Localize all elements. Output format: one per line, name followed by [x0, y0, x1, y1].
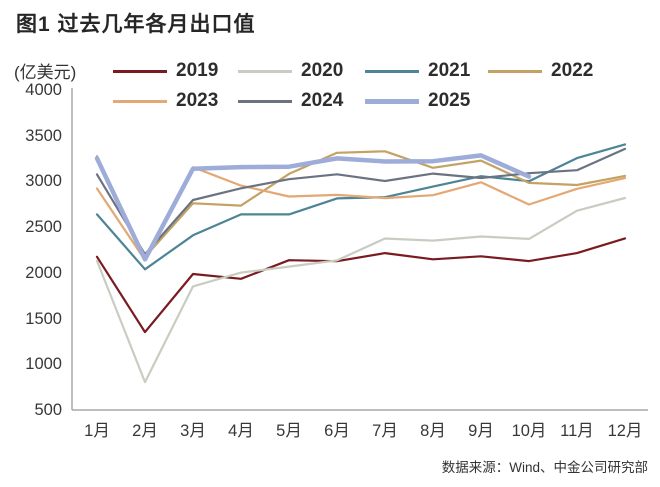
figure-title: 图1 过去几年各月出口值 — [16, 13, 256, 36]
series-line-2022 — [95, 150, 627, 258]
legend-item-2024: 2024 — [238, 89, 343, 113]
x-tick-label-5: 5月 — [276, 422, 302, 440]
legend-swatch-2022 — [488, 69, 542, 73]
legend-label-2025: 2025 — [428, 90, 471, 111]
data-source-note: 数据来源：Wind、中金公司研究部 — [441, 460, 648, 475]
series-line-2021 — [95, 143, 627, 271]
x-tick-label-11: 11月 — [560, 422, 594, 440]
legend-label-2022: 2022 — [551, 60, 594, 81]
legend-label-2020: 2020 — [301, 60, 344, 81]
x-tick-label-7: 7月 — [372, 422, 398, 440]
legend-item-2025: 2025 — [365, 89, 470, 113]
x-tick-label-9: 9月 — [468, 422, 494, 440]
y-tick-label-1500: 1500 — [25, 310, 62, 328]
x-tick-label-8: 8月 — [420, 422, 446, 440]
y-tick-label-3500: 3500 — [25, 127, 62, 145]
x-tick-label-1: 1月 — [84, 422, 110, 440]
series-line-2020 — [95, 196, 627, 384]
legend-item-2022: 2022 — [488, 59, 593, 83]
series-line-2024 — [95, 147, 627, 256]
legend-swatch-2025 — [365, 98, 419, 104]
x-tick-label-12: 12月 — [607, 422, 643, 440]
legend-swatch-2024 — [238, 99, 292, 103]
series-line-2025 — [94, 153, 532, 262]
y-axis-unit-label: (亿美元) — [14, 63, 77, 82]
series-line-2019 — [95, 237, 627, 334]
legend-item-2021: 2021 — [365, 59, 470, 83]
y-tick-label-3000: 3000 — [25, 172, 62, 190]
y-tick-label-1000: 1000 — [25, 355, 62, 373]
legend-swatch-2023 — [113, 99, 167, 103]
x-tick-label-10: 10月 — [511, 422, 547, 440]
x-tick-label-4: 4月 — [228, 422, 254, 440]
x-tick-label-2: 2月 — [132, 422, 158, 440]
y-tick-label-4000: 4000 — [25, 81, 62, 99]
x-tick-label-6: 6月 — [324, 422, 350, 440]
y-tick-label-500: 500 — [34, 401, 62, 419]
legend-item-2019: 2019 — [113, 59, 218, 83]
y-tick-label-2000: 2000 — [25, 264, 62, 282]
legend-label-2023: 2023 — [176, 90, 219, 111]
y-tick-label-2500: 2500 — [25, 218, 62, 236]
legend-label-2024: 2024 — [301, 90, 344, 111]
legend-label-2019: 2019 — [176, 60, 219, 81]
legend-swatch-2019 — [113, 69, 167, 73]
legend-item-2023: 2023 — [113, 89, 218, 113]
legend-label-2021: 2021 — [428, 60, 471, 81]
legend-item-2020: 2020 — [238, 59, 343, 83]
legend-swatch-2021 — [365, 69, 419, 73]
x-tick-label-3: 3月 — [180, 422, 206, 440]
legend-swatch-2020 — [238, 69, 292, 73]
